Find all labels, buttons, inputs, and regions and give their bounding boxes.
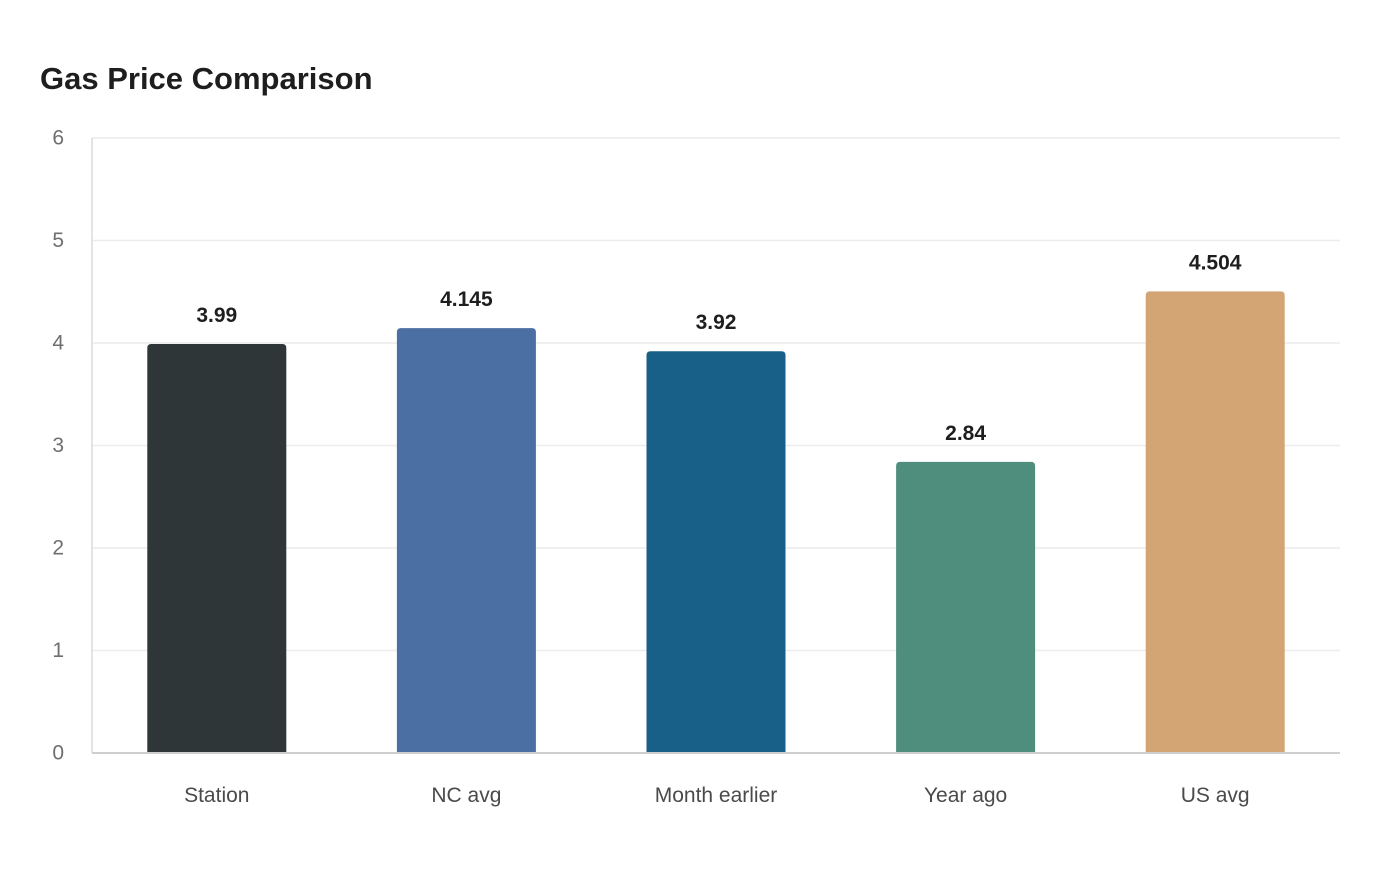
y-tick-label: 5 [52, 229, 64, 252]
y-tick-label: 1 [52, 639, 64, 662]
y-tick-label: 4 [52, 332, 64, 355]
bar-year-ago [896, 461, 1036, 753]
value-label: 2.84 [945, 422, 986, 445]
bar-station [147, 344, 287, 753]
value-labels: 3.99 4.145 3.92 2.84 4.504 [196, 251, 1241, 445]
y-tick-label: 3 [52, 434, 64, 457]
value-label: 3.99 [196, 304, 237, 327]
x-axis: Station NC avg Month earlier Year ago US avg [92, 752, 1340, 807]
chart-title: Gas Price Comparison [40, 61, 373, 96]
y-axis: 0 1 2 3 4 5 6 [52, 127, 93, 765]
x-tick-label: Month earlier [655, 784, 778, 807]
bar-nc-avg [396, 328, 536, 753]
bars [147, 291, 1285, 753]
x-tick-label: Station [184, 784, 249, 807]
value-label: 4.504 [1189, 251, 1242, 274]
value-label: 4.145 [440, 288, 493, 311]
x-tick-label: NC avg [431, 784, 501, 807]
y-tick-label: 2 [52, 537, 64, 560]
y-tick-label: 0 [52, 742, 64, 765]
x-tick-label: Year ago [924, 784, 1007, 807]
x-tick-label: US avg [1181, 784, 1250, 807]
y-tick-label: 6 [52, 127, 64, 150]
bar-month-earlier [646, 351, 786, 753]
bar-us-avg [1145, 291, 1285, 753]
value-label: 3.92 [696, 311, 737, 334]
